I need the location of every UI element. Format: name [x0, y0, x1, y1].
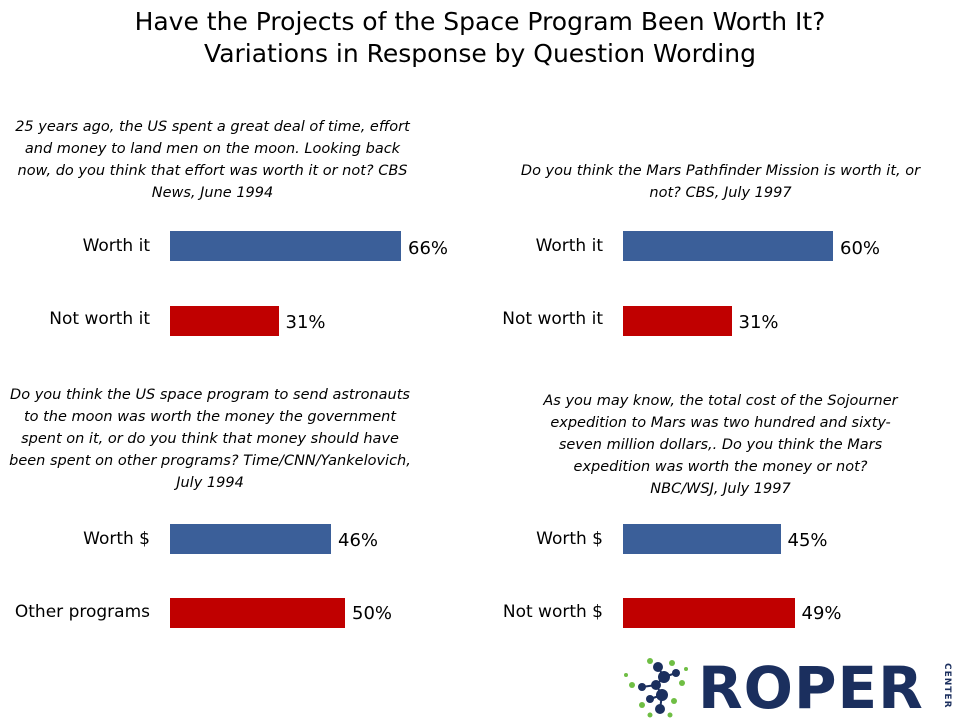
- value-label: 49%: [801, 603, 842, 624]
- value-label: 66%: [408, 238, 449, 259]
- bar-other-programs: [170, 598, 345, 628]
- category-label: Other programs: [14, 602, 150, 622]
- bar-worth-it: [170, 231, 401, 261]
- bar-not-worth-it: [623, 306, 732, 336]
- value-label: 46%: [338, 530, 379, 551]
- logo-subword: CENTER: [942, 663, 952, 709]
- category-label: Worth it: [82, 236, 150, 256]
- category-label: Not worth $: [502, 602, 603, 622]
- value-label: 45%: [787, 530, 828, 551]
- panel-pathfinder-cbs-1997: Do you think the Mars Pathfinder Mission…: [453, 110, 933, 410]
- value-label: 60%: [840, 238, 881, 259]
- value-label: 31%: [285, 312, 326, 333]
- value-label: 50%: [352, 603, 393, 624]
- chart-title-line1: Have the Projects of the Space Program B…: [134, 7, 826, 36]
- category-label: Worth it: [535, 236, 603, 256]
- panel-moon-cbs-1994: 25 years ago, the US spent a great deal …: [0, 110, 480, 410]
- category-label: Worth $: [83, 529, 150, 549]
- bar-not-worth-money: [623, 598, 795, 628]
- panel-moon-yankelovich-1994: Do you think the US space program to sen…: [0, 380, 480, 680]
- question-text: 25 years ago, the US spent a great deal …: [15, 119, 410, 201]
- category-label: Not worth it: [502, 309, 603, 329]
- bar-worth-money: [623, 524, 781, 554]
- logo-wordmark: ROPER: [698, 654, 924, 722]
- roper-molecule-icon: [624, 658, 688, 718]
- value-label: 31%: [738, 312, 779, 333]
- chart-title: Have the Projects of the Space Program B…: [0, 6, 960, 70]
- question-text: Do you think the Mars Pathfinder Mission…: [520, 163, 921, 201]
- bar-worth-it: [623, 231, 833, 261]
- category-label: Worth $: [536, 529, 603, 549]
- question-text: As you may know, the total cost of the S…: [543, 393, 898, 497]
- chart-title-line2: Variations in Response by Question Wordi…: [204, 39, 756, 68]
- bar-worth-money: [170, 524, 331, 554]
- panel-sojourner-nbc-1997: As you may know, the total cost of the S…: [453, 380, 933, 680]
- question-text: Do you think the US space program to sen…: [9, 387, 411, 491]
- bar-not-worth-it: [170, 306, 279, 336]
- roper-center-logo: ROPER CENTER: [620, 655, 960, 720]
- category-label: Not worth it: [49, 309, 150, 329]
